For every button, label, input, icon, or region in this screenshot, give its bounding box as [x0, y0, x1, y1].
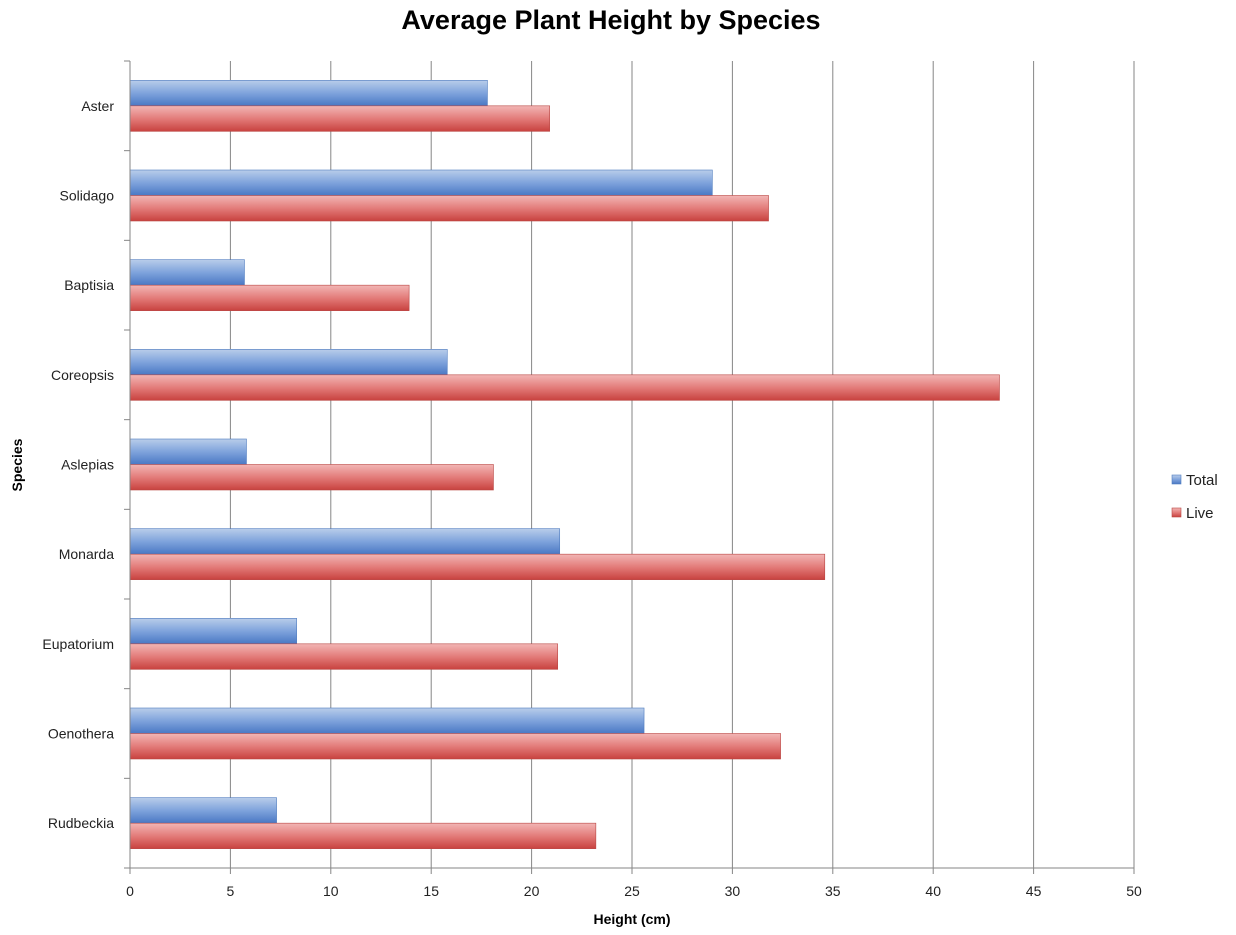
x-tick-label: 50: [1126, 883, 1142, 899]
bar-total-coreopsis: [129, 349, 448, 376]
bar-total-eupatorium: [129, 618, 297, 645]
legend-label-total: Total: [1186, 472, 1218, 489]
chart-title: Average Plant Height by Species: [401, 5, 820, 35]
bar-live-eupatorium: [129, 643, 559, 670]
x-tick-label: 25: [624, 883, 640, 899]
y-tick-label: Aster: [81, 98, 114, 114]
bars: [129, 80, 1000, 849]
bar-live-aslepias: [129, 464, 494, 491]
y-axis-title: Species: [9, 438, 25, 491]
y-tick-label: Solidago: [60, 188, 115, 204]
bar-live-rudbeckia: [129, 822, 597, 849]
y-tick-label: Coreopsis: [51, 367, 114, 383]
y-tick-label: Rudbeckia: [48, 815, 114, 831]
x-axis-title: Height (cm): [594, 911, 671, 927]
x-tick-label: 30: [725, 883, 741, 899]
bar-live-aster: [129, 105, 550, 132]
bar-live-baptisia: [129, 284, 410, 311]
legend-swatch-live: [1171, 507, 1182, 518]
x-tick-label: 5: [227, 883, 235, 899]
legend-label-live: Live: [1186, 505, 1214, 522]
bar-total-aslepias: [129, 438, 247, 465]
axes: [124, 60, 1135, 874]
y-axis-tick-labels: Aster Solidago Baptisia Coreopsis Aslepias Mo…: [42, 98, 114, 831]
bar-total-aster: [129, 80, 488, 107]
bar-total-rudbeckia: [129, 797, 277, 824]
bar-live-solidago: [129, 195, 769, 222]
bar-total-baptisia: [129, 259, 245, 286]
bar-total-solidago: [129, 169, 713, 196]
x-tick-label: 10: [323, 883, 339, 899]
y-tick-label: Aslepias: [61, 457, 114, 473]
x-tick-label: 40: [925, 883, 941, 899]
x-axis-tick-labels: 0 5 10 15 20 25 30 35 40 45 50: [126, 883, 1142, 899]
bar-live-oenothera: [129, 733, 781, 760]
legend: Total Live: [1171, 472, 1218, 522]
y-tick-label: Baptisia: [64, 277, 114, 293]
bar-live-monarda: [129, 553, 826, 580]
bar-live-coreopsis: [129, 374, 1000, 401]
y-tick-label: Monarda: [59, 546, 114, 562]
x-tick-label: 0: [126, 883, 134, 899]
bar-total-monarda: [129, 528, 561, 555]
x-tick-label: 20: [524, 883, 540, 899]
y-tick-label: Oenothera: [48, 726, 114, 742]
bar-total-oenothera: [129, 707, 645, 734]
x-tick-label: 45: [1026, 883, 1042, 899]
x-tick-label: 15: [423, 883, 439, 899]
y-tick-label: Eupatorium: [42, 636, 114, 652]
x-tick-label: 35: [825, 883, 841, 899]
legend-swatch-total: [1171, 474, 1182, 485]
